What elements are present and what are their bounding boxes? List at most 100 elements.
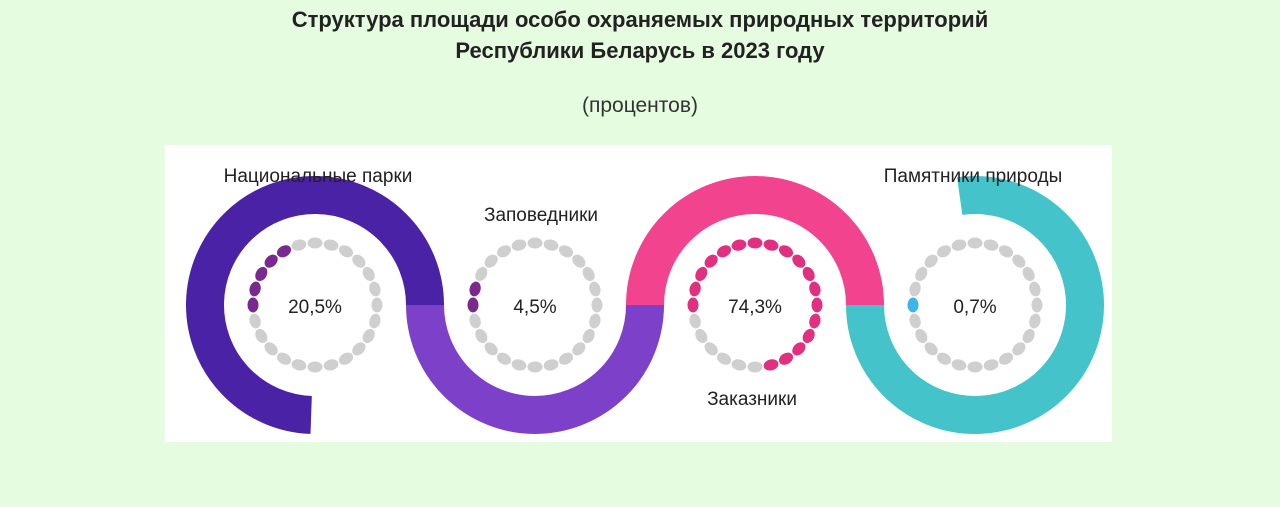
dot-ring — [247, 237, 383, 373]
dot — [511, 359, 527, 371]
dot — [936, 352, 952, 365]
dot — [496, 245, 512, 258]
dot — [362, 328, 375, 344]
dot — [572, 342, 586, 356]
dot — [589, 313, 601, 329]
dot — [716, 352, 732, 365]
dot — [582, 266, 595, 282]
dot — [527, 361, 543, 373]
dot — [936, 245, 952, 258]
category-label: Заповедники — [484, 205, 598, 226]
dot — [475, 328, 488, 344]
dot — [689, 281, 701, 297]
dot — [371, 297, 383, 313]
dot — [307, 361, 323, 373]
dot — [778, 352, 794, 365]
dot — [716, 245, 732, 258]
wave-band — [186, 176, 444, 434]
title-line: Республики Беларусь в 2023 году — [455, 38, 825, 63]
dot-ring — [907, 237, 1043, 373]
dot — [1029, 281, 1041, 297]
dot — [747, 361, 763, 373]
dot — [802, 266, 815, 282]
dot — [291, 239, 307, 251]
dot — [589, 281, 601, 297]
dot — [731, 239, 747, 251]
category-label: Заказники — [707, 389, 797, 410]
dot — [704, 254, 718, 268]
dot — [809, 313, 821, 329]
dot — [264, 254, 278, 268]
dot — [731, 359, 747, 371]
dot — [475, 266, 488, 282]
dot — [543, 359, 559, 371]
dot — [1031, 297, 1043, 313]
dot-ring-value — [907, 297, 919, 313]
dot — [792, 254, 806, 268]
dot — [323, 239, 339, 251]
dot — [951, 239, 967, 251]
dot — [809, 281, 821, 297]
dot — [338, 245, 354, 258]
dot — [369, 281, 381, 297]
dot — [255, 328, 268, 344]
dot — [255, 266, 268, 282]
dot — [307, 237, 323, 249]
dot — [352, 342, 366, 356]
dot-ring — [467, 237, 603, 373]
dot — [967, 237, 983, 249]
dot — [291, 359, 307, 371]
dot — [469, 281, 481, 297]
dot — [484, 254, 498, 268]
dot — [983, 239, 999, 251]
dot — [747, 237, 763, 249]
value-label: 0,7% — [953, 297, 996, 318]
dot — [763, 239, 779, 251]
dot — [1022, 328, 1035, 344]
wave-band — [406, 304, 664, 434]
dot — [469, 313, 481, 329]
dot — [967, 361, 983, 373]
dot — [369, 313, 381, 329]
dot — [695, 266, 708, 282]
subtitle: (процентов) — [581, 94, 698, 117]
dot — [924, 342, 938, 356]
dot — [998, 352, 1014, 365]
dot — [467, 297, 479, 313]
dot — [1029, 313, 1041, 329]
dot-ring-value — [467, 281, 481, 313]
dot — [558, 245, 574, 258]
dot — [951, 359, 967, 371]
dot-ring-value — [247, 245, 292, 313]
value-label: 74,3% — [728, 297, 782, 318]
dot — [249, 281, 261, 297]
dot — [582, 328, 595, 344]
dot — [915, 266, 928, 282]
dot — [558, 352, 574, 365]
dot — [276, 245, 292, 258]
dot — [983, 359, 999, 371]
dot — [591, 297, 603, 313]
dot — [264, 342, 278, 356]
dot — [484, 342, 498, 356]
dot — [496, 352, 512, 365]
dot — [909, 313, 921, 329]
dot — [687, 297, 699, 313]
dot — [763, 359, 779, 371]
dot — [909, 281, 921, 297]
dot — [1022, 266, 1035, 282]
dot — [811, 297, 823, 313]
dot — [1012, 342, 1026, 356]
dot — [924, 254, 938, 268]
dot — [915, 328, 928, 344]
value-label: 4,5% — [513, 297, 556, 318]
dot — [362, 266, 375, 282]
value-label: 20,5% — [288, 297, 342, 318]
dot — [802, 328, 815, 344]
dot — [778, 245, 794, 258]
chart-title: Структура площади особо охраняемых приро… — [0, 4, 1280, 66]
dot — [689, 313, 701, 329]
dot — [792, 342, 806, 356]
dot — [323, 359, 339, 371]
